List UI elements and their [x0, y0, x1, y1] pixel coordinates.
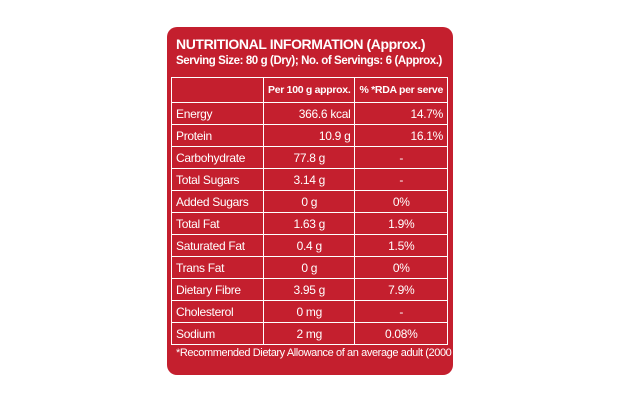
table-row: Trans Fat 0 g 0%	[170, 256, 448, 279]
footnote: *Recommended Dietary Allowance of an ave…	[176, 347, 476, 359]
nutrient-value: 1.5%	[354, 234, 448, 257]
nutrient-value: 366.6 kcal	[263, 102, 356, 125]
nutrient-value: -	[354, 146, 448, 169]
nutrient-value: 7.9%	[354, 278, 448, 301]
table-row: Cholesterol 0 mg -	[170, 300, 448, 323]
table-row: Total Fat 1.63 g 1.9%	[170, 212, 448, 235]
nutrient-name: Total Sugars	[170, 168, 265, 191]
nutrient-name: Dietary Fibre	[170, 278, 265, 301]
table-row: Saturated Fat 0.4 g 1.5%	[170, 234, 448, 257]
nutrient-value: 16.1%	[354, 124, 448, 147]
nutrition-panel: NUTRITIONAL INFORMATION (Approx.) Servin…	[167, 27, 476, 375]
nutrient-value: 1.9%	[354, 212, 448, 235]
nutrient-name: Saturated Fat	[170, 234, 265, 257]
table-head: Per 100 g approx. % *RDA per serve	[170, 77, 448, 103]
nutrient-name: Trans Fat	[170, 256, 265, 279]
nutrition-table: Per 100 g approx. % *RDA per serve Energ…	[170, 77, 448, 345]
nutrient-name: Carbohydrate	[170, 146, 265, 169]
nutrient-value: 1.63 g	[263, 212, 356, 235]
serving-info: Serving Size: 80 g (Dry); No. of Serving…	[176, 55, 442, 67]
table-row: Added Sugars 0 g 0%	[170, 190, 448, 213]
header-row: Per 100 g approx. % *RDA per serve	[170, 77, 448, 103]
nutrient-value: 0 mg	[263, 300, 356, 323]
nutrient-value: 0 g	[263, 256, 356, 279]
header-cell: % *RDA per serve	[354, 77, 448, 103]
nutrient-name: Added Sugars	[170, 190, 265, 213]
table-row: Dietary Fibre 3.95 g 7.9%	[170, 278, 448, 301]
nutrient-value: 0.4 g	[263, 234, 356, 257]
nutrient-value: 14.7%	[354, 102, 448, 125]
nutrient-name: Total Fat	[170, 212, 265, 235]
table-row: Energy 366.6 kcal 14.7%	[170, 102, 448, 125]
table-body: Energy 366.6 kcal 14.7% Protein 10.9 g 16.1% C…	[170, 102, 448, 345]
nutrient-value: -	[354, 300, 448, 323]
nutrient-name: Sodium	[170, 322, 265, 345]
table-row: Protein 10.9 g 16.1%	[170, 124, 448, 147]
nutrient-value: 0.08%	[354, 322, 448, 345]
title: NUTRITIONAL INFORMATION (Approx.)	[176, 36, 426, 52]
header-cell: Per 100 g approx.	[263, 77, 356, 103]
nutrient-name: Cholesterol	[170, 300, 265, 323]
header-cell	[170, 77, 265, 103]
nutrient-value: 0 g	[263, 190, 356, 213]
nutrient-value: 2 mg	[263, 322, 356, 345]
nutrient-value: 77.8 g	[263, 146, 356, 169]
nutrient-value: 10.9 g	[263, 124, 356, 147]
table-row: Total Sugars 3.14 g-	[170, 168, 448, 191]
nutrient-value: 0%	[354, 190, 448, 213]
table-row: Sodium 2 mg 0.08%	[170, 322, 448, 345]
nutrient-name: Energy	[170, 102, 265, 125]
nutrient-value: 3.14 g	[263, 168, 356, 191]
nutrient-name: Protein	[170, 124, 265, 147]
nutrient-value: 3.95 g	[263, 278, 356, 301]
table-row: Carbohydrate 77.8 g-	[170, 146, 448, 169]
nutrient-value: -	[354, 168, 448, 191]
nutrient-value: 0%	[354, 256, 448, 279]
